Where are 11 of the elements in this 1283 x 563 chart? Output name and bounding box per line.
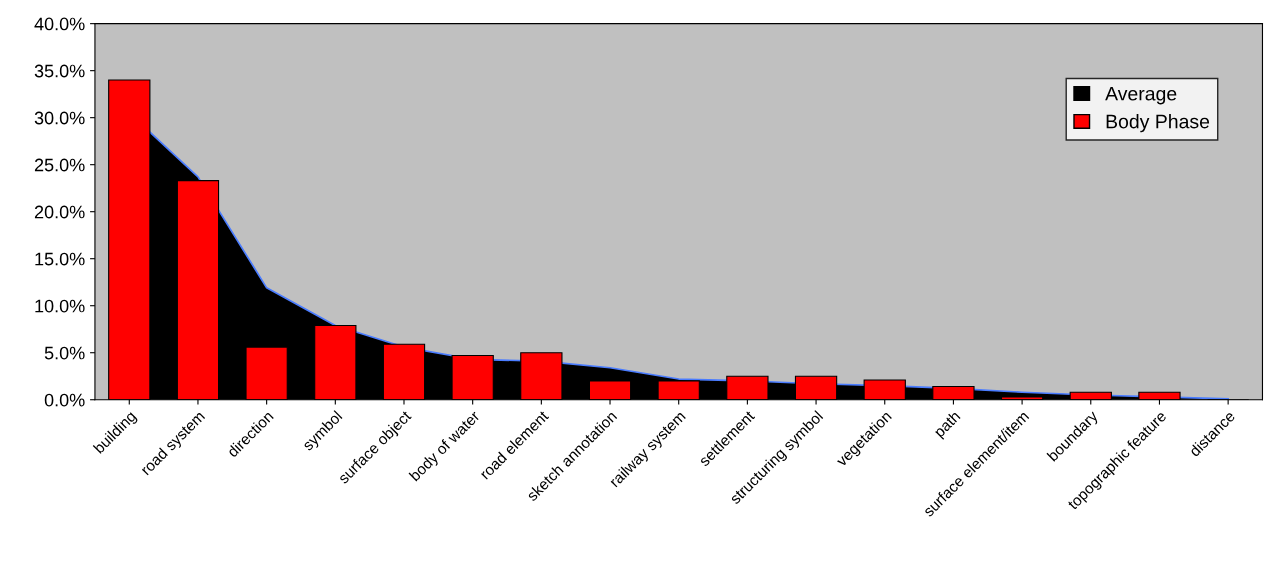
y-tick-label: 5.0% — [44, 346, 85, 360]
legend-label: Average — [1105, 86, 1177, 105]
y-tick-label: 30.0% — [34, 111, 85, 125]
y-tick-label: 40.0% — [34, 17, 85, 31]
y-tick-label: 25.0% — [34, 158, 85, 172]
y-tick-label: 35.0% — [34, 64, 85, 78]
y-tick-label: 10.0% — [35, 299, 85, 313]
y-tick-label: 0.0% — [44, 393, 85, 407]
y-tick-label: 20.0% — [34, 205, 85, 219]
legend-label: Body Phase — [1106, 114, 1210, 133]
y-tick-label: 15.0% — [35, 252, 85, 266]
